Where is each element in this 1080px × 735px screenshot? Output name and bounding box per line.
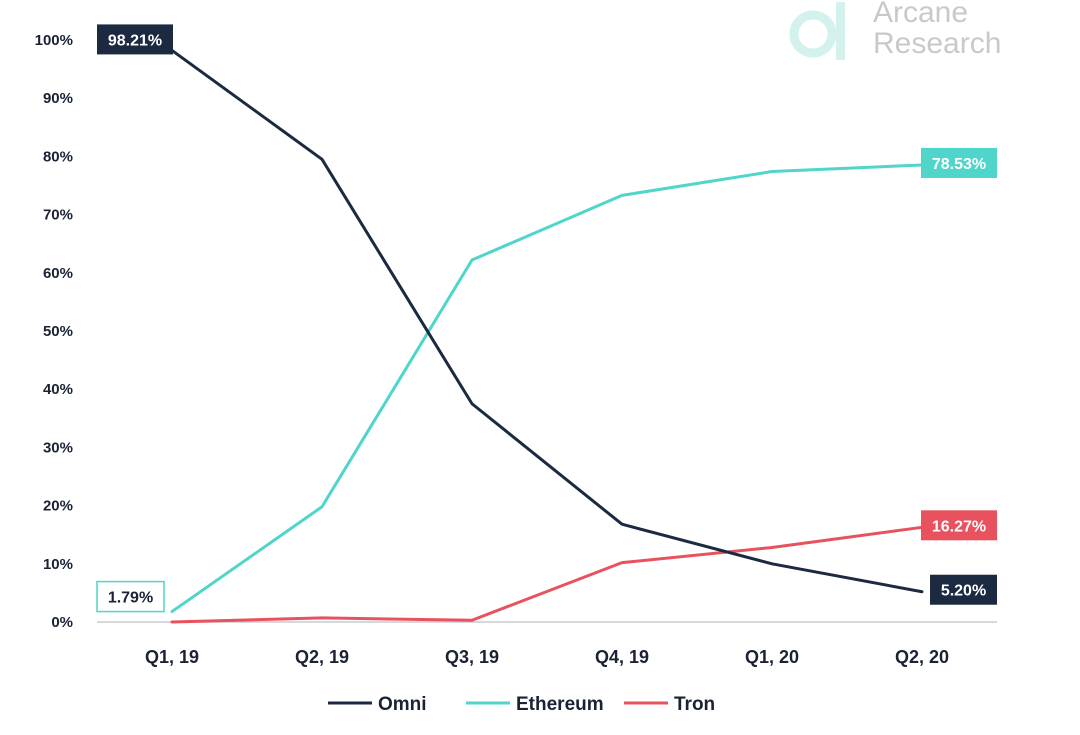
- x-tick-label: Q1, 19: [145, 647, 199, 667]
- data-label-text: 78.53%: [932, 156, 986, 173]
- legend-item-ethereum: Ethereum: [466, 694, 604, 715]
- y-tick-label: 60%: [43, 265, 73, 282]
- data-label-box: [96, 580, 165, 613]
- y-tick-label: 0%: [51, 614, 73, 631]
- brand-name-line1: Arcane: [873, 0, 968, 29]
- data-label-box: [930, 574, 997, 605]
- brand-logo: Arcane Research: [789, 0, 1001, 60]
- x-tick-label: Q2, 19: [295, 647, 349, 667]
- data-label-box: [921, 510, 997, 541]
- legend-label: Tron: [674, 694, 715, 715]
- x-tick-label: Q3, 19: [445, 647, 499, 667]
- legend: Omni Ethereum Tron: [328, 694, 715, 715]
- data-label-tron: 16.27%: [921, 510, 997, 541]
- y-tick-label: 80%: [43, 148, 73, 165]
- data-label-text: 16.27%: [932, 518, 986, 535]
- x-axis: Q1, 19 Q2, 19 Q3, 19 Q4, 19 Q1, 20 Q2, 20: [97, 621, 997, 667]
- y-tick-label: 20%: [43, 498, 73, 515]
- y-tick-label: 40%: [43, 381, 73, 398]
- series-line-omni: [170, 48, 924, 594]
- legend-item-omni: Omni: [328, 694, 427, 715]
- data-label-text: 98.21%: [108, 32, 162, 49]
- y-axis: 0% 10% 20% 30% 40% 50% 60% 70% 80% 90% 100%: [35, 32, 73, 631]
- data-label-ethereum: 1.79%: [96, 580, 165, 613]
- y-tick-label: 100%: [35, 32, 73, 49]
- brand-name-line2: Research: [873, 27, 1001, 60]
- annotation-layer: 98.21% 1.79% 78.53% 16.27% 5.20%: [96, 24, 997, 613]
- data-label-omni: 98.21%: [97, 24, 173, 55]
- y-tick-label: 70%: [43, 207, 73, 224]
- data-label-ethereum: 78.53%: [921, 147, 997, 178]
- data-label-text: 1.79%: [108, 590, 153, 607]
- data-label-omni: 5.20%: [930, 574, 997, 605]
- legend-item-tron: Tron: [624, 694, 715, 715]
- series-layer: [170, 48, 924, 624]
- arcane-research-logo-icon: [789, 2, 845, 60]
- x-tick-label: Q2, 20: [895, 647, 949, 667]
- y-tick-label: 50%: [43, 323, 73, 340]
- x-tick-label: Q1, 20: [745, 647, 799, 667]
- data-label-box: [97, 24, 173, 55]
- series-line-ethereum: [170, 163, 924, 614]
- y-tick-label: 90%: [43, 90, 73, 107]
- y-tick-label: 10%: [43, 556, 73, 573]
- legend-label: Ethereum: [516, 694, 604, 715]
- y-tick-label: 30%: [43, 439, 73, 456]
- x-tick-label: Q4, 19: [595, 647, 649, 667]
- data-label-box: [921, 147, 997, 178]
- series-line-tron: [170, 525, 924, 624]
- legend-label: Omni: [378, 694, 427, 715]
- data-label-text: 5.20%: [941, 583, 986, 600]
